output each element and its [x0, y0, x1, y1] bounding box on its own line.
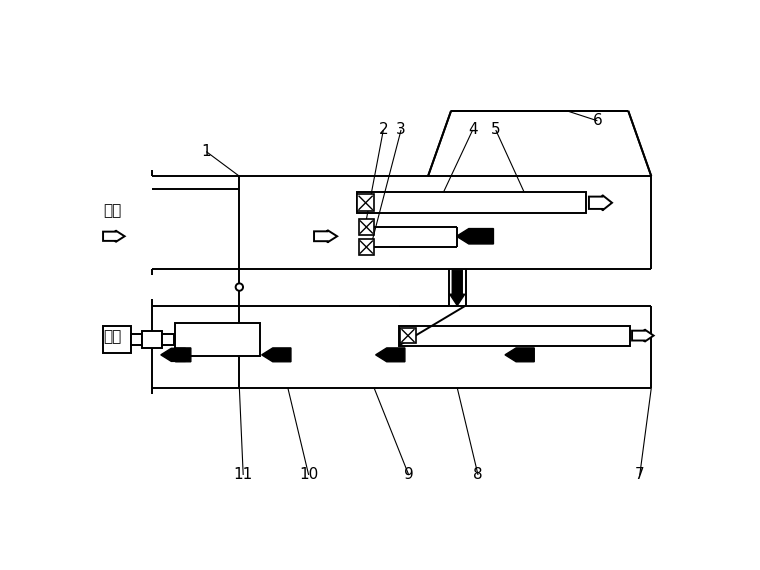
Text: 5: 5 — [491, 123, 501, 137]
Polygon shape — [103, 230, 125, 242]
Bar — [357, 192, 586, 213]
Text: 6: 6 — [593, 113, 602, 128]
Text: 主洞: 主洞 — [103, 203, 122, 218]
Polygon shape — [589, 195, 612, 210]
Bar — [176, 323, 260, 356]
FancyArrow shape — [450, 270, 465, 306]
FancyArrow shape — [261, 348, 291, 362]
Bar — [401, 328, 416, 343]
Text: 7: 7 — [635, 467, 644, 482]
Bar — [359, 239, 374, 255]
Bar — [163, 334, 174, 345]
Text: 2: 2 — [378, 123, 388, 137]
Text: 9: 9 — [404, 467, 413, 482]
Text: 11: 11 — [233, 467, 253, 482]
FancyArrow shape — [505, 348, 534, 362]
FancyArrow shape — [161, 348, 185, 361]
Bar — [399, 325, 630, 345]
Bar — [131, 334, 142, 345]
FancyArrow shape — [375, 348, 405, 362]
Bar — [359, 219, 374, 235]
Bar — [357, 194, 374, 211]
Text: 平导: 平导 — [103, 329, 122, 344]
Text: 10: 10 — [299, 467, 318, 482]
Text: 1: 1 — [201, 144, 211, 159]
FancyArrow shape — [457, 229, 493, 244]
Bar — [103, 325, 131, 353]
Text: 3: 3 — [396, 123, 406, 137]
Polygon shape — [632, 329, 654, 342]
Circle shape — [236, 283, 243, 291]
Text: 4: 4 — [468, 123, 477, 137]
FancyArrow shape — [165, 348, 191, 362]
Text: 8: 8 — [473, 467, 483, 482]
Bar — [142, 331, 163, 348]
Polygon shape — [314, 230, 337, 242]
